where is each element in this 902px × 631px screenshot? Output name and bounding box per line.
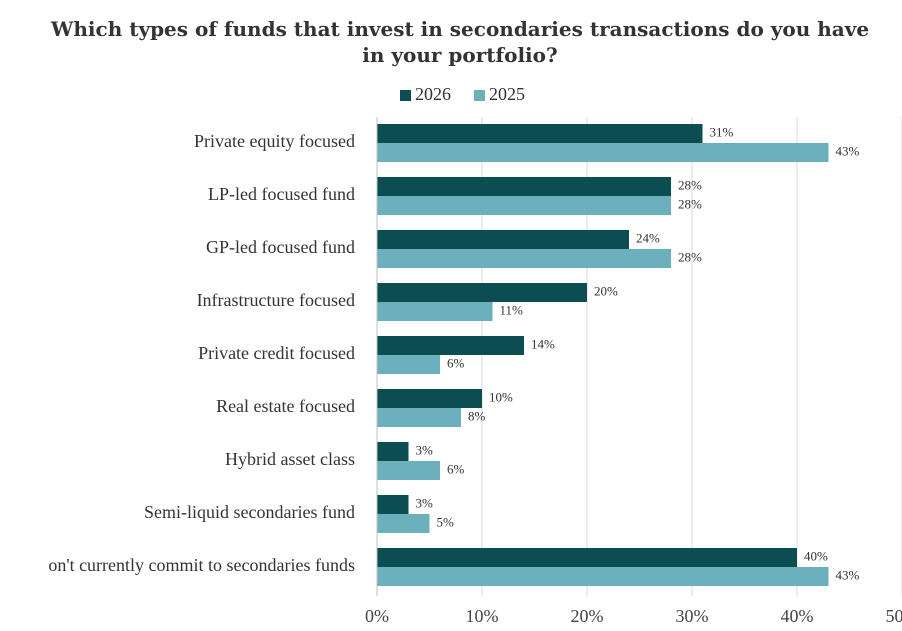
- category-label: Infrastructure focused: [197, 290, 355, 310]
- bar: [377, 495, 409, 514]
- x-tick-label: 30%: [676, 606, 709, 626]
- bar: [377, 336, 524, 355]
- bar: [377, 143, 829, 162]
- bar: [377, 461, 440, 480]
- bar: [377, 548, 797, 567]
- x-tick-label: 10%: [466, 606, 499, 626]
- value-label: 20%: [594, 283, 618, 298]
- bar: [377, 249, 671, 268]
- bar: [377, 389, 482, 408]
- value-label: 3%: [416, 495, 434, 510]
- x-tick-label: 40%: [781, 606, 814, 626]
- x-tick-label: 0%: [365, 606, 389, 626]
- legend-label: 2025: [489, 84, 525, 104]
- category-label: on't currently commit to secondaries fun…: [48, 555, 355, 575]
- bar: [377, 408, 461, 427]
- legend-swatch: [474, 90, 485, 101]
- category-label: Private equity focused: [194, 131, 355, 151]
- value-label: 6%: [447, 461, 465, 476]
- value-label: 28%: [678, 177, 702, 192]
- x-tick-label: 50%: [886, 606, 902, 626]
- category-label: LP-led focused fund: [208, 184, 355, 204]
- value-label: 40%: [804, 548, 828, 563]
- bar: [377, 355, 440, 374]
- category-label: Real estate focused: [216, 396, 355, 416]
- bar: [377, 283, 587, 302]
- value-label: 6%: [447, 355, 465, 370]
- value-label: 8%: [468, 408, 486, 423]
- bar: [377, 567, 829, 586]
- value-label: 10%: [489, 389, 513, 404]
- legend-label: 2026: [415, 84, 451, 104]
- value-label: 31%: [710, 124, 734, 139]
- category-label: Semi-liquid secondaries fund: [144, 502, 355, 522]
- bar: [377, 196, 671, 215]
- bar: [377, 302, 493, 321]
- value-label: 14%: [531, 336, 555, 351]
- bar: [377, 230, 629, 249]
- value-label: 28%: [678, 196, 702, 211]
- bar: [377, 177, 671, 196]
- value-label: 11%: [500, 302, 524, 317]
- value-label: 43%: [836, 143, 860, 158]
- value-label: 43%: [836, 567, 860, 582]
- category-label: Private credit focused: [198, 343, 355, 363]
- chart-title: Which types of funds that invest in seco…: [50, 17, 870, 67]
- bar: [377, 442, 409, 461]
- legend-swatch: [400, 90, 411, 101]
- value-label: 3%: [416, 442, 434, 457]
- value-label: 5%: [437, 514, 455, 529]
- bar: [377, 514, 430, 533]
- bar: [377, 124, 703, 143]
- x-tick-label: 20%: [571, 606, 604, 626]
- value-label: 28%: [678, 249, 702, 264]
- value-label: 24%: [636, 230, 660, 245]
- category-label: Hybrid asset class: [225, 449, 355, 469]
- category-label: GP-led focused fund: [206, 237, 355, 257]
